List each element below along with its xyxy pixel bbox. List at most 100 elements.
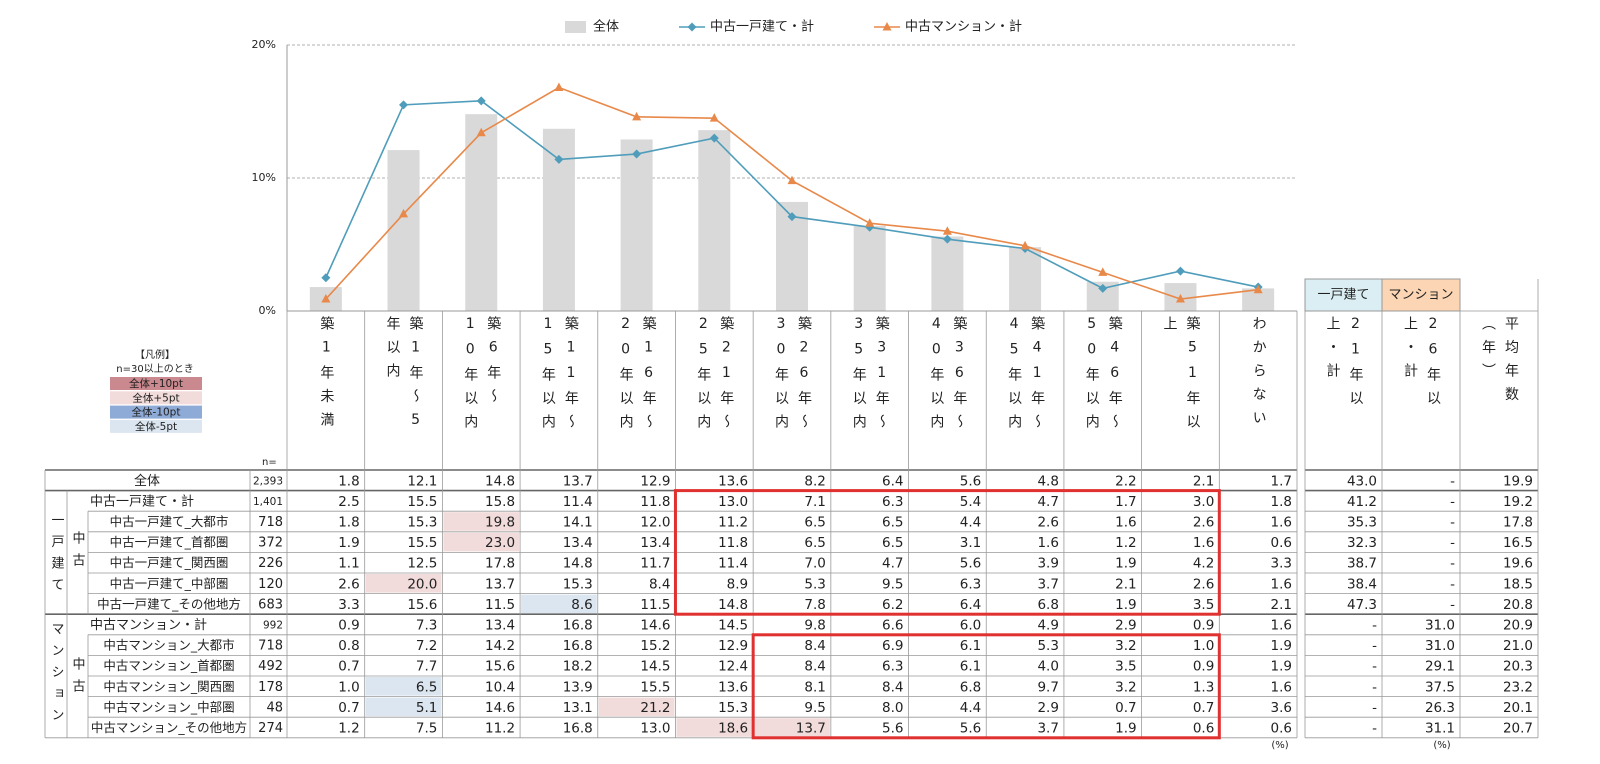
bar bbox=[620, 139, 653, 311]
marker bbox=[1175, 266, 1185, 276]
row-label: 中古一戸建て_関西圏 bbox=[110, 555, 229, 570]
cell-value: 12.1 bbox=[407, 473, 437, 489]
row-n: 718 bbox=[258, 515, 283, 530]
cell-value: 11.2 bbox=[718, 515, 748, 531]
category-label: 築26年～30年以内 bbox=[773, 316, 812, 438]
cell-value: 6.0 bbox=[960, 618, 981, 634]
cell-value: 11.7 bbox=[640, 556, 670, 572]
category-label-cell: 築46年～50年以内 bbox=[1063, 316, 1143, 458]
cell-value: 23.0 bbox=[485, 535, 515, 551]
cell-value: 15.3 bbox=[718, 700, 748, 716]
cell-value: - bbox=[1450, 494, 1455, 510]
row-label: 中古マンション_首都圏 bbox=[103, 658, 234, 673]
cell-value: 32.3 bbox=[1347, 535, 1377, 551]
column-group-header bbox=[1304, 278, 1383, 312]
cell-value: 2.6 bbox=[1037, 515, 1058, 531]
cell-value: 38.4 bbox=[1347, 576, 1377, 592]
cell-value: 1.1 bbox=[338, 556, 359, 572]
cell-highlight bbox=[365, 697, 442, 717]
cell-value: 14.8 bbox=[485, 473, 515, 489]
cell-value: 2.6 bbox=[1193, 515, 1214, 531]
cell-value: 15.5 bbox=[640, 679, 670, 695]
cell-value: 21.0 bbox=[1503, 638, 1533, 654]
cell-value: 1.6 bbox=[1037, 535, 1058, 551]
row-label: 中古マンション_関西圏 bbox=[103, 679, 234, 694]
group-label-cell: マンション bbox=[16, 622, 96, 736]
category-label: 築46年～50年以内 bbox=[1083, 316, 1123, 438]
row-n: 48 bbox=[266, 700, 283, 715]
cell-value: - bbox=[1372, 618, 1377, 634]
cell-value: 0.6 bbox=[1271, 721, 1292, 737]
cell-value: 5.6 bbox=[960, 721, 981, 737]
cell-value: 14.5 bbox=[718, 618, 748, 634]
cell-value: 13.9 bbox=[563, 679, 593, 695]
marker bbox=[882, 22, 892, 31]
cell-value: 11.8 bbox=[640, 494, 670, 510]
row-n: 372 bbox=[258, 536, 283, 551]
cell-value: 4.4 bbox=[960, 515, 981, 531]
bar bbox=[853, 225, 886, 311]
cell-value: 8.4 bbox=[804, 659, 825, 675]
cell-value: 16.8 bbox=[563, 618, 593, 634]
cell-value: 7.2 bbox=[416, 638, 437, 654]
cell-value: 38.7 bbox=[1347, 556, 1377, 572]
cell-value: 1.2 bbox=[1115, 535, 1136, 551]
cell-value: 1.9 bbox=[1115, 721, 1136, 737]
group-sub-label-cell: 中古 bbox=[37, 657, 117, 717]
cell-value: 12.4 bbox=[718, 659, 748, 675]
cell-value: 17.8 bbox=[485, 556, 515, 572]
category-label-cell: 築1年～5年以内 bbox=[364, 316, 444, 458]
cell-value: 1.9 bbox=[1115, 597, 1136, 613]
cell-value: 6.6 bbox=[882, 618, 903, 634]
cell-value: 1.3 bbox=[1193, 679, 1214, 695]
cell-value: 1.8 bbox=[1271, 494, 1292, 510]
cell-value: 4.9 bbox=[1037, 618, 1058, 634]
cell-value: 13.7 bbox=[796, 721, 826, 737]
cell-value: 11.4 bbox=[718, 556, 748, 572]
cell-value: 15.3 bbox=[407, 515, 437, 531]
column-label: 21年以上・計 bbox=[1324, 316, 1364, 414]
cell-highlight bbox=[443, 512, 520, 531]
cell-value: 14.1 bbox=[563, 515, 593, 531]
cell-value: 1.7 bbox=[1115, 494, 1136, 510]
cell-value: 6.4 bbox=[960, 597, 981, 613]
cell-value: 13.0 bbox=[718, 494, 748, 510]
cell-value: 12.0 bbox=[640, 515, 670, 531]
cell-value: - bbox=[1372, 700, 1377, 716]
marker bbox=[554, 154, 564, 164]
cell-value: 7.1 bbox=[804, 494, 825, 510]
cell-value: 3.6 bbox=[1271, 700, 1292, 716]
cell-value: 1.9 bbox=[338, 535, 359, 551]
cell-highlight bbox=[754, 718, 830, 737]
cell-value: 6.5 bbox=[804, 515, 825, 531]
cell-value: 17.8 bbox=[1503, 515, 1533, 531]
cell-value: 6.1 bbox=[960, 659, 981, 675]
cell-value: 41.2 bbox=[1347, 494, 1377, 510]
cell-value: 6.5 bbox=[882, 535, 903, 551]
cell-value: 20.8 bbox=[1503, 597, 1533, 613]
cell-value: 12.9 bbox=[718, 638, 748, 654]
cell-value: 3.7 bbox=[1037, 721, 1058, 737]
row-n: 226 bbox=[258, 556, 283, 571]
cell-value: 19.2 bbox=[1503, 494, 1533, 510]
cell-value: 23.2 bbox=[1503, 679, 1533, 695]
cell-value: 5.6 bbox=[960, 473, 981, 489]
cell-value: 3.2 bbox=[1115, 638, 1136, 654]
cell-value: - bbox=[1372, 659, 1377, 675]
cell-value: 7.0 bbox=[804, 556, 825, 572]
cell-value: - bbox=[1450, 473, 1455, 489]
category-label-cell: 築21年～25年以内 bbox=[674, 316, 754, 458]
cell-value: 6.5 bbox=[416, 679, 437, 695]
cell-value: 18.2 bbox=[563, 659, 593, 675]
cell-value: 3.0 bbox=[1193, 494, 1214, 510]
row-label: 中古一戸建て_首都圏 bbox=[110, 535, 229, 550]
cell-value: 8.4 bbox=[649, 576, 670, 592]
cell-value: 7.5 bbox=[416, 721, 437, 737]
cell-value: 8.0 bbox=[882, 700, 903, 716]
legend-swatch bbox=[110, 377, 202, 390]
cell-value: 8.6 bbox=[571, 597, 592, 613]
cell-value: 7.7 bbox=[416, 659, 437, 675]
column-label: 平均年数（年） bbox=[1480, 316, 1519, 410]
category-label-cell: 築6年～10年以内 bbox=[441, 316, 521, 458]
cell-value: 1.6 bbox=[1271, 679, 1292, 695]
